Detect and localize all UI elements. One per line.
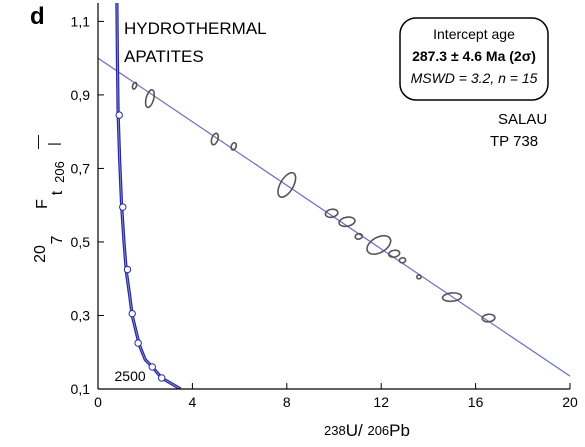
y-label-fragment-206: 206: [52, 161, 67, 183]
y-label-fragment-dash: —: [29, 135, 45, 149]
concordia-marker-4: [134, 339, 142, 347]
concordia-marker-2: [123, 265, 132, 274]
data-ellipse-7: [354, 232, 364, 240]
intercept-box-line-1: Intercept age: [433, 26, 515, 42]
x-label-main-u: U/: [346, 421, 368, 440]
data-ellipse-0: [131, 81, 138, 90]
intercept-age-box: Intercept age 287.3 ± 4.6 Ma (2σ) MSWD =…: [399, 17, 549, 101]
y-label-fragment-7: 7: [49, 235, 66, 244]
data-ellipse-12: [441, 292, 463, 303]
concordia-marker-5: [148, 363, 156, 371]
concordia-curve-highlight: [116, 3, 181, 389]
data-ellipse-10: [398, 257, 407, 264]
x-label-sup-238: 238: [324, 423, 346, 438]
x-tick-label-0: 0: [94, 394, 102, 410]
data-ellipse-13: [481, 313, 496, 323]
y-tick-label-1: 0,3: [71, 307, 91, 323]
y-label-fragment-t: t: [49, 190, 66, 195]
chart-title-line-1: HYDROTHERMAL: [124, 19, 267, 38]
y-label-fragment-20: 20: [32, 245, 49, 263]
y-tick-label-5: 1,1: [71, 13, 91, 29]
data-ellipse-8: [366, 234, 392, 255]
concordia-marker-1: [119, 203, 127, 211]
x-tick-label-3: 12: [373, 394, 389, 410]
data-ellipse-4: [277, 171, 297, 198]
data-ellipse-9: [387, 249, 401, 259]
y-tick-label-0: 0,1: [71, 381, 91, 397]
intercept-box-line-2: 287.3 ± 4.6 Ma (2σ): [412, 48, 536, 64]
data-ellipse-1: [144, 89, 156, 109]
data-ellipse-6: [338, 216, 356, 228]
concordia-marker-3: [128, 309, 136, 318]
y-label-fragment-bar: |: [45, 142, 61, 146]
y-tick-label-4: 0,9: [71, 87, 91, 103]
x-label-sup-206: 206: [367, 423, 389, 438]
panel-label: d: [30, 3, 45, 30]
y-axis-label: 20 7 206 F t | —: [29, 135, 67, 263]
concordia-marker-6: [158, 374, 166, 382]
x-axis-label: 238U/ 206Pb: [324, 421, 410, 440]
x-label-main-pb: Pb: [389, 421, 410, 440]
y-tick-label-2: 0,5: [71, 234, 91, 250]
chart-title-line-2: APATITES: [124, 47, 204, 66]
intercept-box-line-3: MSWD = 3.2, n = 15: [411, 70, 538, 86]
data-ellipse-3: [230, 141, 238, 151]
sample-label-line-2: TP 738: [490, 133, 538, 150]
concordia-marker-0: [115, 111, 123, 119]
data-ellipse-5: [324, 208, 339, 219]
y-tick-label-3: 0,7: [71, 160, 91, 176]
x-tick-label-4: 16: [468, 394, 484, 410]
intercept-box-frame: [399, 17, 549, 101]
sample-label-line-1: SALAU: [498, 111, 547, 128]
x-tick-label-5: 20: [562, 394, 578, 410]
x-tick-label-2: 8: [283, 394, 291, 410]
y-label-fragment-F: F: [34, 199, 51, 209]
x-tick-label-1: 4: [189, 394, 197, 410]
data-ellipse-2: [210, 132, 220, 146]
concordia-age-label: 2500: [115, 368, 146, 384]
data-ellipse-11: [416, 274, 422, 280]
